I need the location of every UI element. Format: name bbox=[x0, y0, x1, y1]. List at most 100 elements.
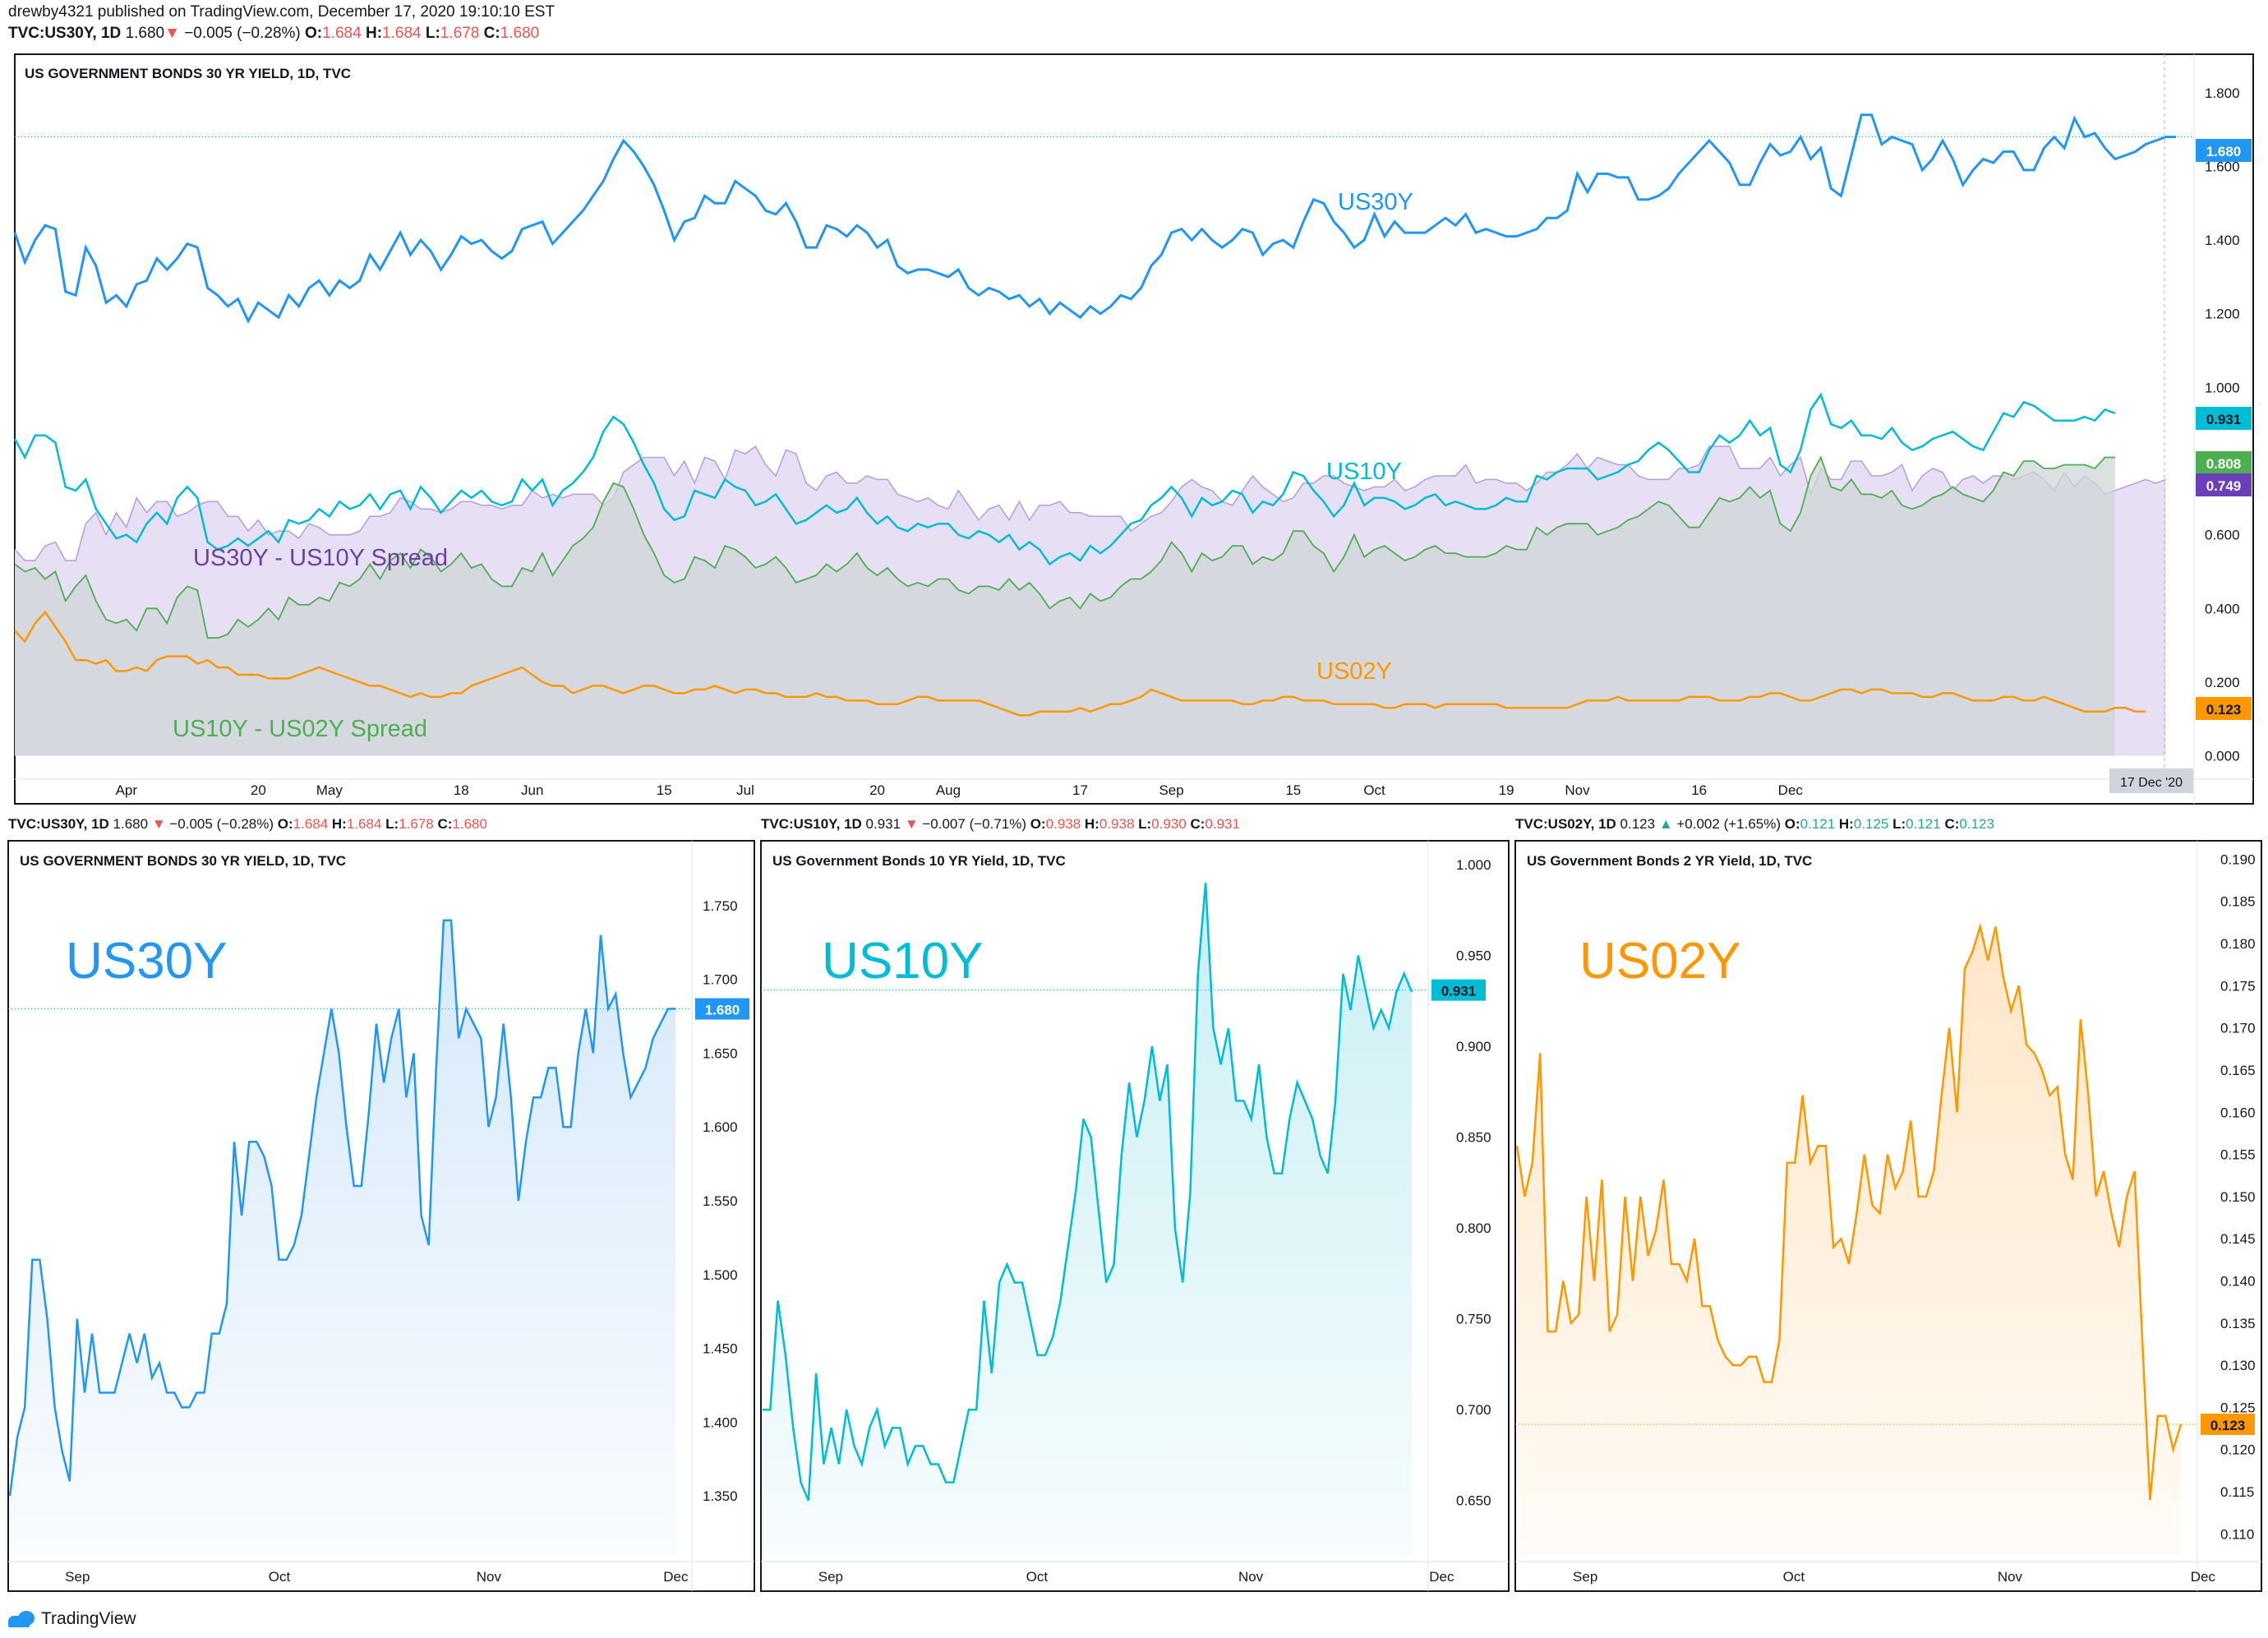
badge-box bbox=[2196, 139, 2252, 162]
x-tick-label: 20 bbox=[869, 782, 885, 798]
mini-y-tick-label: 1.650 bbox=[703, 1045, 738, 1061]
mini-x-tick-label: Oct bbox=[1026, 1569, 1049, 1585]
y-tick-label: 1.800 bbox=[2205, 85, 2240, 101]
crosshair-date-box bbox=[2109, 768, 2193, 793]
down-arrow-icon: ▼ bbox=[164, 25, 180, 42]
mini-quote-part: ▲ bbox=[1659, 816, 1677, 832]
mini-y-tick-label: 0.180 bbox=[2220, 936, 2256, 952]
main-quote-line: TVC:US30Y, 1D 1.680▼ −0.005 (−0.28%) O:1… bbox=[8, 25, 539, 43]
main-chart: US GOVERNMENT BONDS 30 YR YIELD, 1D, TVC… bbox=[13, 53, 2254, 805]
last-value-badge-us10y: 0.931 bbox=[2196, 407, 2252, 430]
mini-series-area bbox=[1517, 926, 2181, 1555]
mini-quote-part: −0.005 (−0.28%) bbox=[169, 816, 277, 832]
annotation-us10y: US10Y bbox=[1326, 459, 1402, 485]
mini-y-tick-label: 0.185 bbox=[2220, 894, 2256, 910]
series-line-spread-10-02 bbox=[14, 455, 2115, 639]
series-line-us02y bbox=[14, 610, 2146, 717]
x-tick-label: Sep bbox=[1159, 782, 1183, 798]
mini-quote-part: 1.680 bbox=[113, 816, 152, 832]
series-line-us10y bbox=[13, 392, 2116, 566]
badge-value: 0.123 bbox=[2210, 1418, 2246, 1433]
mini-y-tick-label: 0.115 bbox=[2220, 1484, 2254, 1500]
x-tick-label: 16 bbox=[1691, 782, 1707, 798]
badge-box bbox=[2201, 1413, 2255, 1435]
mini-quote-part: 0.125 bbox=[1854, 816, 1892, 832]
mini-quote-part: H: bbox=[332, 816, 347, 832]
mini-quote-part: L: bbox=[1138, 816, 1151, 832]
mini-y-tick-label: 0.170 bbox=[2220, 1021, 2256, 1036]
mini-y-tick-label: 1.750 bbox=[703, 898, 738, 914]
badge-value: 0.808 bbox=[2206, 456, 2242, 472]
x-tick-label: Dec bbox=[1778, 782, 1804, 798]
mini-quote-part: H: bbox=[1839, 816, 1854, 832]
tradingview-logo-text: TradingView bbox=[41, 1609, 136, 1628]
last-value-badge-us30y: 1.680 bbox=[2196, 139, 2252, 162]
mini-y-tick-label: 0.165 bbox=[2220, 1063, 2256, 1078]
mini-x-tick-label: Nov bbox=[477, 1569, 502, 1585]
y-tick-label: 0.600 bbox=[2205, 528, 2240, 543]
mini-y-tick-label: 0.650 bbox=[1456, 1493, 1491, 1509]
y-tick-label: 0.200 bbox=[2205, 675, 2240, 690]
badge-box bbox=[1431, 979, 1486, 1001]
series-line-us30y bbox=[13, 113, 2176, 325]
annotation-us30y-us10y-spread: US30Y - US10Y Spread bbox=[193, 545, 448, 571]
mini-quote-part: 0.931 bbox=[1205, 816, 1240, 832]
mini-y-tick-label: 0.190 bbox=[2220, 851, 2256, 867]
badge-value: 1.680 bbox=[705, 1003, 740, 1018]
mini-quote-part: 0.938 bbox=[1046, 816, 1085, 832]
mini-chart-label: US30Y bbox=[66, 933, 227, 990]
mini-chart-label: US02Y bbox=[1579, 933, 1740, 990]
badge-box bbox=[2196, 697, 2252, 720]
mini-quote-part: L: bbox=[385, 816, 399, 832]
quote-open: 1.684 bbox=[322, 25, 362, 42]
mini-y-tick-label: 0.850 bbox=[1456, 1130, 1491, 1146]
mini-quote-part: 1.680 bbox=[452, 816, 487, 832]
quote-close: 1.680 bbox=[500, 25, 540, 42]
mini-series-line bbox=[763, 883, 1413, 1502]
quote-symbol: TVC:US30Y, 1D bbox=[8, 25, 122, 42]
mini-x-tick-label: Sep bbox=[1573, 1569, 1597, 1585]
annotation-us02y: US02Y bbox=[1316, 658, 1392, 685]
mini-quote-part: 1.684 bbox=[347, 816, 385, 832]
mini-x-tick-label: Dec bbox=[1429, 1569, 1454, 1585]
x-tick-label: Oct bbox=[1363, 782, 1385, 798]
main-chart-title: US GOVERNMENT BONDS 30 YR YIELD, 1D, TVC bbox=[25, 66, 351, 81]
mini-x-tick-label: Sep bbox=[65, 1569, 90, 1585]
quote-low-key: L: bbox=[425, 25, 440, 42]
mini-quote-part: C: bbox=[437, 816, 452, 832]
tradingview-logo-icon bbox=[8, 1611, 36, 1627]
mini-y-tick-label: 1.350 bbox=[703, 1488, 738, 1504]
badge-box bbox=[2196, 407, 2252, 430]
mini-x-tick-label: Oct bbox=[1783, 1569, 1805, 1585]
mini-chart-us30y: TVC:US30Y, 1D 1.680 ▼ −0.005 (−0.28%) O:… bbox=[7, 816, 755, 1592]
tradingview-brand[interactable]: TradingView bbox=[8, 1609, 136, 1629]
mini-series-line bbox=[8, 919, 675, 1497]
mini-quote-part: 0.938 bbox=[1099, 816, 1138, 832]
mini-last-value-badge: 0.931 bbox=[1431, 979, 1486, 1001]
mini-chart-title: US Government Bonds 10 YR Yield, 1D, TVC bbox=[772, 853, 1066, 869]
mini-quote-part: ▼ bbox=[905, 816, 923, 832]
mini-y-tick-label: 0.900 bbox=[1456, 1039, 1491, 1054]
mini-y-tick-label: 0.700 bbox=[1456, 1402, 1491, 1418]
y-tick-label: 1.400 bbox=[2205, 233, 2240, 248]
crosshair-date-text: 17 Dec '20 bbox=[2120, 776, 2183, 790]
publisher-line: drewby4321 published on TradingView.com,… bbox=[8, 3, 555, 21]
mini-y-tick-label: 1.500 bbox=[703, 1267, 738, 1283]
mini-y-tick-label: 1.600 bbox=[703, 1119, 738, 1135]
x-tick-label: 17 bbox=[1072, 782, 1088, 798]
mini-x-tick-label: Nov bbox=[1998, 1569, 2023, 1585]
last-value-badge-us10y-us02y-spread: 0.808 bbox=[2196, 451, 2252, 474]
mini-quote-part: 1.678 bbox=[399, 816, 437, 832]
mini-quote-part: ▼ bbox=[152, 816, 170, 832]
y-tick-label: 1.200 bbox=[2205, 307, 2240, 322]
mini-series-line bbox=[1515, 922, 2183, 1501]
last-value-badge-us02y: 0.123 bbox=[2196, 697, 2252, 720]
mini-y-tick-label: 0.155 bbox=[2220, 1147, 2256, 1163]
mini-y-tick-label: 1.700 bbox=[703, 972, 738, 988]
badge-value: 0.931 bbox=[2206, 412, 2242, 427]
mini-chart-title: US Government Bonds 2 YR Yield, 1D, TVC bbox=[1527, 853, 1812, 869]
mini-y-tick-label: 0.130 bbox=[2220, 1358, 2256, 1373]
mini-quote-part: 0.123 bbox=[1620, 816, 1659, 832]
mini-x-tick-label: Dec bbox=[2191, 1569, 2216, 1585]
